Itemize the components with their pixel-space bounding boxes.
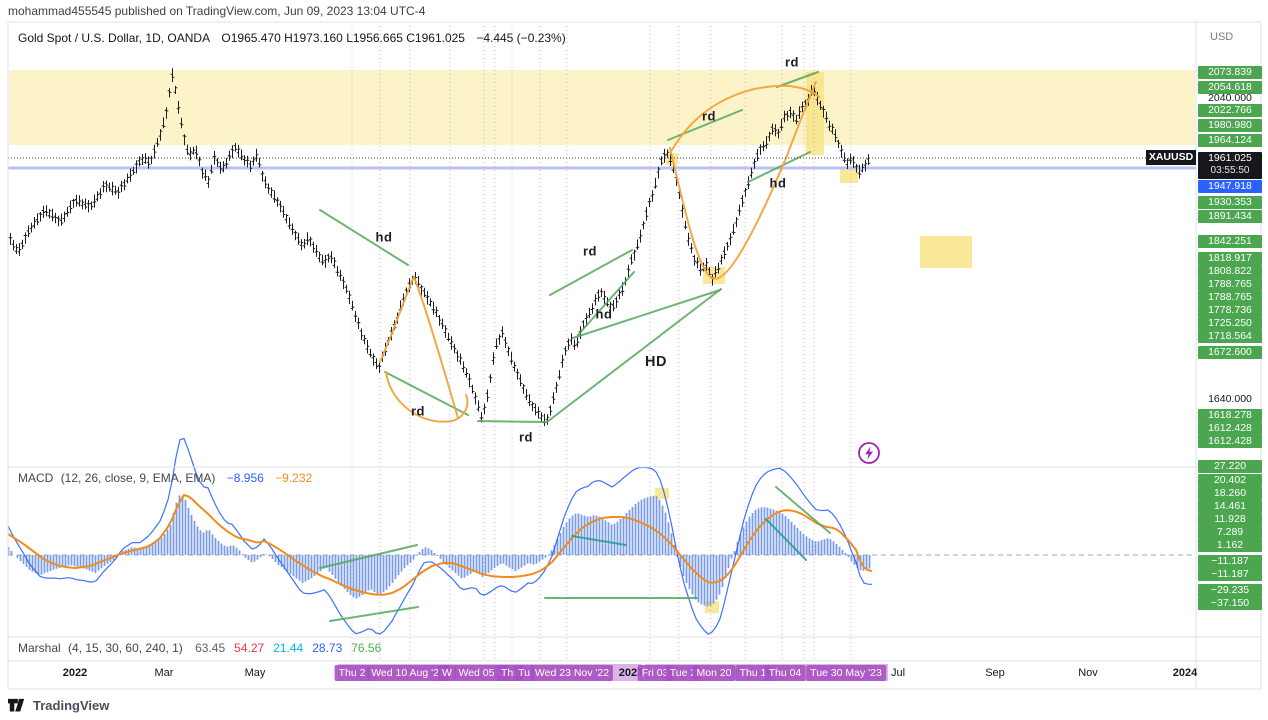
marshal-legend[interactable]: Marshal (4, 15, 30, 60, 240, 1) 63.45 54.… bbox=[18, 641, 381, 655]
macd-level-badge[interactable]: 27.220 bbox=[1198, 459, 1262, 473]
macd-level-badge[interactable]: 1.162 bbox=[1198, 538, 1262, 552]
price-level-badge[interactable]: 2054.618 bbox=[1198, 80, 1262, 94]
macd-level-badge[interactable]: 7.289 bbox=[1198, 525, 1262, 539]
event-date-label[interactable]: Thu 1 bbox=[735, 664, 771, 681]
event-date-label[interactable]: Tue 30 May '23 bbox=[806, 664, 886, 681]
marshal-value: 63.45 bbox=[195, 641, 226, 655]
price-level-badge[interactable]: 1818.917 bbox=[1198, 251, 1262, 265]
price-level-badge[interactable]: 1788.765 bbox=[1198, 277, 1262, 291]
price-level-tick: 1640.000 bbox=[1208, 392, 1252, 405]
change-values: −4.445 (−0.23%) bbox=[476, 31, 566, 45]
event-date-label[interactable]: Wed 05 O bbox=[454, 664, 510, 681]
pattern-annotation-label[interactable]: hd bbox=[375, 229, 393, 245]
price-level-badge[interactable]: 1718.564 bbox=[1198, 329, 1262, 343]
price-level-badge[interactable]: 1947.918 bbox=[1198, 179, 1262, 193]
symbol-legend[interactable]: Gold Spot / U.S. Dollar, 1D, OANDA O1965… bbox=[18, 31, 566, 45]
marshal-params: (4, 15, 30, 60, 240, 1) bbox=[68, 641, 183, 655]
symbol-price-flag[interactable]: XAUUSD bbox=[1146, 150, 1196, 165]
time-axis-label: Nov bbox=[1078, 667, 1098, 679]
time-axis-label: 2024 bbox=[1172, 667, 1198, 679]
macd-level-badge[interactable]: 18.260 bbox=[1198, 486, 1262, 500]
price-level-badge[interactable]: 1808.822 bbox=[1198, 264, 1262, 278]
event-date-label[interactable]: W bbox=[438, 664, 456, 681]
macd-level-badge[interactable]: −11.187 bbox=[1198, 554, 1262, 568]
tradingview-footer[interactable]: TradingView bbox=[8, 698, 109, 713]
price-level-badge[interactable]: 1964.124 bbox=[1198, 133, 1262, 147]
pattern-annotation-label[interactable]: hd bbox=[769, 175, 787, 191]
pattern-annotation-label[interactable]: rd bbox=[411, 403, 425, 419]
pattern-annotation-label[interactable]: rd bbox=[702, 108, 716, 124]
macd-level-badge[interactable]: −11.187 bbox=[1198, 567, 1262, 581]
event-date-label[interactable]: Thu 2 bbox=[334, 664, 370, 681]
event-date-label[interactable]: Thu 04 bbox=[764, 664, 806, 681]
marshal-value: 76.56 bbox=[351, 641, 382, 655]
event-date-label[interactable]: Wed 10 Aug '22 bbox=[367, 664, 449, 681]
price-level-badge[interactable]: 1980.980 bbox=[1198, 118, 1262, 132]
macd-params: (12, 26, close, 9, EMA, EMA) bbox=[60, 471, 216, 485]
pattern-annotation-label[interactable]: rd bbox=[519, 429, 533, 445]
price-level-badge[interactable]: 2073.839 bbox=[1198, 65, 1262, 79]
macd-signal-value: −9.232 bbox=[275, 471, 313, 485]
price-level-badge[interactable]: 1891.434 bbox=[1198, 209, 1262, 223]
symbol-title[interactable]: Gold Spot / U.S. Dollar, 1D, OANDA bbox=[18, 31, 211, 45]
price-level-badge[interactable]: 2022.766 bbox=[1198, 103, 1262, 117]
event-date-label[interactable]: Mon 20 bbox=[692, 664, 736, 681]
macd-level-badge[interactable]: −37.150 bbox=[1198, 596, 1262, 610]
pattern-annotation-label[interactable]: HD bbox=[645, 354, 667, 370]
tradingview-logo-icon bbox=[8, 698, 25, 712]
price-level-badge[interactable]: 1961.025 03:55:50 bbox=[1198, 151, 1262, 179]
price-level-badge[interactable]: 1788.765 bbox=[1198, 290, 1262, 304]
price-level-badge[interactable]: 1778.736 bbox=[1198, 303, 1262, 317]
macd-label[interactable]: MACD bbox=[18, 471, 54, 485]
time-axis-label: 2023 bbox=[618, 667, 644, 679]
macd-level-badge[interactable]: 11.928 bbox=[1198, 512, 1262, 526]
countdown-timer: 03:55:50 bbox=[1210, 164, 1250, 176]
price-level-badge[interactable]: 1612.428 bbox=[1198, 421, 1262, 435]
lightning-mode-icon[interactable] bbox=[856, 440, 882, 466]
price-level-badge[interactable]: 1842.251 bbox=[1198, 234, 1262, 248]
price-level-badge[interactable]: 1725.250 bbox=[1198, 316, 1262, 330]
time-axis-label: May bbox=[244, 667, 266, 679]
marshal-value: 28.73 bbox=[312, 641, 343, 655]
pattern-annotation-label[interactable]: hd bbox=[595, 306, 613, 322]
time-axis-label: Sep bbox=[985, 667, 1005, 679]
macd-level-badge[interactable]: −29.235 bbox=[1198, 583, 1262, 597]
macd-value: −8.956 bbox=[226, 471, 264, 485]
ohlc-values: O1965.470 H1973.160 L1956.665 C1961.025 bbox=[221, 31, 465, 45]
macd-legend[interactable]: MACD (12, 26, close, 9, EMA, EMA) −8.956… bbox=[18, 471, 312, 485]
event-date-label[interactable]: Tu bbox=[514, 664, 534, 681]
time-axis-label: Jul bbox=[890, 667, 906, 679]
time-axis-label: 2022 bbox=[62, 667, 88, 679]
event-date-label[interactable]: Wed 23 Nov '22 bbox=[530, 664, 614, 681]
marshal-value: 21.44 bbox=[273, 641, 304, 655]
event-date-label[interactable]: Fri 03 bbox=[637, 664, 673, 681]
event-date-label[interactable]: Tue 2 bbox=[665, 664, 701, 681]
marshal-value: 54.27 bbox=[234, 641, 265, 655]
time-axis-label: Mar bbox=[154, 667, 174, 679]
price-level-badge[interactable]: 1930.353 bbox=[1198, 195, 1262, 209]
pattern-annotation-label[interactable]: rd bbox=[583, 243, 597, 259]
macd-level-badge[interactable]: 20.402 bbox=[1198, 473, 1262, 487]
price-level-tick: 2040.000 bbox=[1208, 91, 1252, 104]
tradingview-brand-text: TradingView bbox=[33, 698, 110, 713]
publish-header: mohammad455545 published on TradingView.… bbox=[8, 4, 426, 18]
scale-currency-label: USD bbox=[1210, 31, 1234, 43]
marshal-label[interactable]: Marshal bbox=[18, 641, 61, 655]
macd-level-badge[interactable]: 14.461 bbox=[1198, 499, 1262, 513]
pattern-annotation-label[interactable]: rd bbox=[785, 54, 799, 70]
price-level-badge[interactable]: 1612.428 bbox=[1198, 434, 1262, 448]
price-level-badge[interactable]: 1618.278 bbox=[1198, 408, 1262, 422]
price-level-badge[interactable]: 1672.600 bbox=[1198, 345, 1262, 359]
